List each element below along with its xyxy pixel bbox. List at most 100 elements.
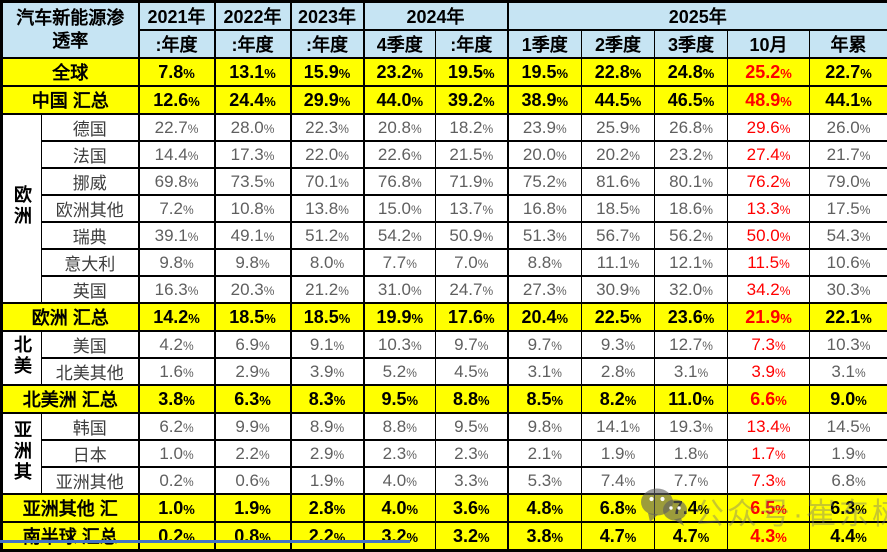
row-label: 瑞典 — [42, 222, 139, 249]
value-cell: 4.3% — [728, 522, 810, 551]
value-cell: 1.9% — [582, 440, 655, 467]
header-cell-year: 2021年 — [139, 2, 215, 31]
value-cell: 6.3% — [215, 385, 291, 413]
value-cell: 44.0% — [364, 86, 436, 114]
value-cell: 10.8% — [215, 195, 291, 222]
row-label: 北美洲 汇总 — [2, 385, 139, 413]
row-label: 亚洲其他 — [42, 467, 139, 494]
value-cell: 7.3% — [728, 331, 810, 358]
row-label: 欧洲 汇总 — [2, 303, 139, 331]
value-cell: 3.1% — [810, 358, 887, 385]
value-cell: 22.0% — [291, 141, 364, 168]
value-cell: 4.5% — [436, 358, 508, 385]
value-cell: 18.5% — [215, 303, 291, 331]
value-cell: 22.6% — [364, 141, 436, 168]
value-cell: 24.7% — [436, 276, 508, 303]
value-cell: 6.2% — [139, 413, 215, 440]
value-cell: 76.2% — [728, 168, 810, 195]
value-cell: 14.2% — [139, 303, 215, 331]
bottom-accent-line — [0, 540, 410, 543]
value-cell: 39.1% — [139, 222, 215, 249]
value-cell: 8.8% — [364, 413, 436, 440]
value-cell: 9.8% — [508, 413, 582, 440]
value-cell: 24.8% — [655, 58, 728, 86]
value-cell: 9.8% — [139, 249, 215, 276]
header-cell-period: :年度 — [215, 30, 291, 58]
value-cell: 8.8% — [508, 249, 582, 276]
value-cell: 20.2% — [582, 141, 655, 168]
value-cell: 0.2% — [139, 467, 215, 494]
value-cell: 12.1% — [655, 249, 728, 276]
value-cell: 54.2% — [364, 222, 436, 249]
value-cell: 7.4% — [582, 467, 655, 494]
value-cell: 0.6% — [215, 467, 291, 494]
header-cell-period: 4季度 — [364, 30, 436, 58]
value-cell: 22.8% — [582, 58, 655, 86]
header-cell-period: :年度 — [436, 30, 508, 58]
row-label: 英国 — [42, 276, 139, 303]
value-cell: 27.4% — [728, 141, 810, 168]
value-cell: 8.9% — [291, 413, 364, 440]
value-cell: 5.2% — [364, 358, 436, 385]
value-cell: 3.9% — [291, 358, 364, 385]
value-cell: 3.8% — [508, 522, 582, 551]
value-cell: 4.2% — [139, 331, 215, 358]
value-cell: 2.8% — [291, 494, 364, 522]
value-cell: 10.3% — [810, 331, 887, 358]
value-cell: 2.2% — [215, 440, 291, 467]
value-cell: 2.3% — [436, 440, 508, 467]
row-label: 挪威 — [42, 168, 139, 195]
value-cell: 8.0% — [291, 249, 364, 276]
value-cell: 49.1% — [215, 222, 291, 249]
value-cell: 10.3% — [364, 331, 436, 358]
value-cell: 17.5% — [810, 195, 887, 222]
value-cell: 50.9% — [436, 222, 508, 249]
value-cell: 13.7% — [436, 195, 508, 222]
value-cell: 12.6% — [139, 86, 215, 114]
value-cell: 6.9% — [215, 331, 291, 358]
value-cell: 19.5% — [508, 58, 582, 86]
value-cell: 19.5% — [436, 58, 508, 86]
value-cell: 13.1% — [215, 58, 291, 86]
value-cell: 44.1% — [810, 86, 887, 114]
row-label: 北美其他 — [42, 358, 139, 385]
value-cell: 18.5% — [291, 303, 364, 331]
value-cell: 2.1% — [508, 440, 582, 467]
value-cell: 2.2% — [291, 522, 364, 551]
value-cell: 7.7% — [364, 249, 436, 276]
row-label: 全球 — [2, 58, 139, 86]
group-label: 北美 — [2, 331, 42, 385]
value-cell: 7.0% — [436, 249, 508, 276]
row-label: 韩国 — [42, 413, 139, 440]
value-cell: 16.8% — [508, 195, 582, 222]
header-cell-period: :年度 — [139, 30, 215, 58]
value-cell: 39.2% — [436, 86, 508, 114]
value-cell: 9.1% — [291, 331, 364, 358]
value-cell: 13.4% — [728, 413, 810, 440]
value-cell: 3.6% — [436, 494, 508, 522]
value-cell: 22.7% — [139, 114, 215, 141]
value-cell: 20.8% — [364, 114, 436, 141]
value-cell: 56.2% — [655, 222, 728, 249]
value-cell: 19.3% — [655, 413, 728, 440]
row-label: 德国 — [42, 114, 139, 141]
value-cell: 20.3% — [215, 276, 291, 303]
value-cell: 17.6% — [436, 303, 508, 331]
value-cell: 6.6% — [728, 385, 810, 413]
value-cell: 13.8% — [291, 195, 364, 222]
value-cell: 1.7% — [728, 440, 810, 467]
value-cell: 2.9% — [291, 440, 364, 467]
value-cell: 20.0% — [508, 141, 582, 168]
value-cell: 7.3% — [728, 467, 810, 494]
value-cell: 80.1% — [655, 168, 728, 195]
value-cell: 7.2% — [139, 195, 215, 222]
header-cell-period: 2季度 — [582, 30, 655, 58]
value-cell: 7.7% — [655, 467, 728, 494]
value-cell: 50.0% — [728, 222, 810, 249]
